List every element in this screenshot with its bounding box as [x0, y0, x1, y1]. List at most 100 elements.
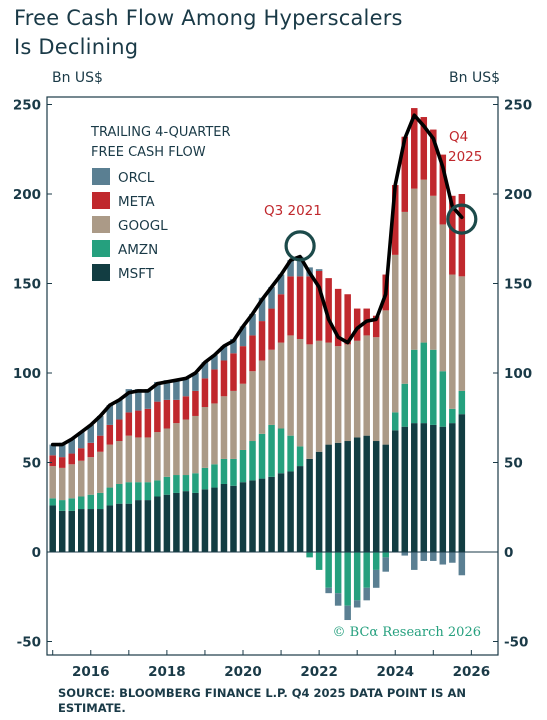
bar-googl-3 [78, 460, 85, 497]
bar-amzn-5 [97, 492, 104, 510]
bar-googl-5 [97, 451, 104, 493]
bar-msft-42 [449, 423, 456, 552]
source-line-1: SOURCE: BLOOMBERG FINANCE L.P. Q4 2025 D… [58, 686, 466, 700]
bar-meta-34 [372, 315, 380, 338]
legend-label-googl: GOOGL [118, 218, 168, 234]
bar-msft-23 [268, 476, 275, 552]
bar-googl-28 [315, 340, 323, 452]
bar-msft-21 [249, 480, 256, 552]
plot-border [46, 96, 499, 656]
bar-meta-8 [125, 412, 133, 436]
bar-msft-17 [211, 487, 218, 552]
bar-msft-19 [230, 485, 237, 552]
y-tick-label-left: 100 [13, 366, 41, 382]
legend-label-msft: MSFT [118, 266, 155, 282]
bar-orcl-24 [277, 274, 285, 295]
bar-googl-6 [106, 444, 114, 488]
bar-msft-0 [49, 505, 56, 552]
chart-title-line-2: Is Declining [14, 35, 139, 59]
y-tick-label-right: 0 [504, 545, 513, 561]
bar-amzn-41 [439, 371, 447, 427]
bar-googl-0 [49, 466, 56, 499]
legend-swatch-googl [92, 216, 110, 233]
bar-meta-10 [144, 408, 152, 438]
bar-msft-2 [68, 510, 75, 552]
bar-orcl-19 [230, 338, 237, 354]
legend-swatch-meta [92, 192, 110, 209]
bar-googl-16 [201, 407, 209, 468]
bar-msft-40 [430, 424, 437, 552]
bar-orcl-40 [430, 552, 437, 561]
bar-msft-22 [258, 478, 266, 552]
bar-googl-37 [401, 211, 409, 384]
bar-meta-0 [49, 455, 56, 467]
y-tick-label-left: 200 [13, 187, 41, 203]
bar-orcl-32 [353, 600, 361, 608]
bar-meta-40 [430, 129, 437, 196]
bar-orcl-37 [401, 552, 409, 556]
bar-msft-34 [372, 441, 380, 552]
left-axis-unit: Bn US$ [52, 70, 103, 86]
bar-layer [49, 108, 466, 621]
bar-googl-7 [116, 441, 123, 484]
bar-msft-6 [106, 505, 114, 552]
legend-label-amzn: AMZN [118, 242, 158, 258]
bar-amzn-31 [344, 552, 351, 606]
bar-meta-3 [78, 448, 85, 461]
y-tick-label-left: 0 [32, 545, 41, 561]
bar-googl-32 [353, 340, 361, 438]
bar-orcl-12 [163, 380, 171, 400]
bar-orcl-15 [192, 373, 199, 391]
bar-amzn-23 [268, 424, 275, 477]
bar-msft-5 [97, 509, 104, 552]
legend-label-orcl: ORCL [118, 170, 155, 186]
bar-msft-10 [144, 500, 152, 552]
bar-amzn-22 [258, 433, 266, 479]
bar-meta-26 [296, 276, 304, 339]
bar-orcl-41 [439, 552, 447, 565]
total-line-layer [50, 113, 478, 447]
y-tick-label-right: 50 [504, 456, 523, 472]
x-tick-label: 2022 [300, 664, 338, 680]
bar-orcl-18 [220, 346, 228, 361]
bar-meta-20 [239, 346, 247, 384]
bar-amzn-0 [49, 498, 56, 506]
watermark: © BCα Research 2026 [333, 625, 481, 640]
bar-meta-18 [220, 360, 228, 397]
chart-title-line-1: Free Cash Flow Among Hyperscalers [14, 6, 403, 30]
bar-orcl-35 [382, 557, 389, 572]
bar-amzn-43 [458, 390, 466, 415]
bar-googl-39 [420, 179, 428, 343]
bar-amzn-18 [220, 458, 228, 484]
legend-title-line-1: TRAILING 4-QUARTER [90, 125, 231, 140]
y-tick-label-right: 100 [504, 366, 532, 382]
bar-amzn-27 [306, 552, 313, 558]
bar-orcl-9 [135, 389, 142, 411]
bar-amzn-40 [430, 349, 437, 425]
bar-meta-9 [135, 410, 142, 438]
bar-orcl-10 [144, 389, 152, 409]
bar-googl-42 [449, 274, 456, 409]
bar-googl-31 [344, 344, 351, 442]
bar-amzn-19 [230, 458, 237, 486]
bar-orcl-29 [325, 587, 332, 594]
bar-msft-30 [334, 442, 342, 552]
bar-meta-43 [458, 194, 466, 277]
y-tick-label-right: 150 [504, 277, 532, 293]
bar-meta-25 [287, 276, 294, 336]
bar-orcl-28 [315, 269, 323, 271]
bar-msft-26 [296, 466, 304, 552]
bar-googl-17 [211, 403, 218, 465]
bar-googl-13 [173, 423, 180, 476]
bar-googl-40 [430, 195, 437, 350]
bar-orcl-16 [201, 362, 209, 379]
bar-msft-41 [439, 426, 447, 552]
bar-meta-30 [334, 288, 342, 347]
bar-amzn-6 [106, 487, 114, 506]
bar-orcl-23 [268, 287, 275, 309]
x-tick-label: 2018 [148, 664, 186, 680]
bar-googl-21 [249, 371, 256, 442]
bar-amzn-12 [163, 476, 171, 495]
bar-amzn-38 [411, 349, 418, 424]
